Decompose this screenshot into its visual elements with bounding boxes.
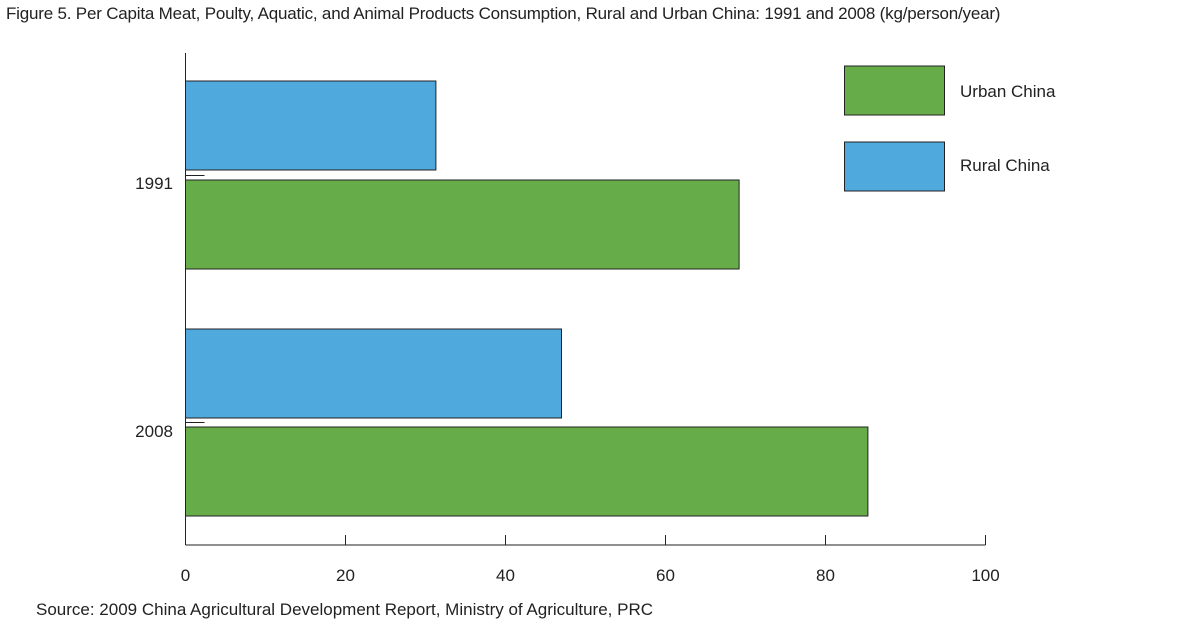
axes-group: 1991 2008 0 20 40 60 80 100 (135, 53, 1000, 585)
bars-group (185, 80, 869, 517)
bar-rural-2008 (185, 328, 562, 419)
legend: Urban China Rural China (844, 65, 1056, 192)
legend-swatch-urban-china (844, 65, 945, 116)
bar-rural-1991 (185, 80, 437, 171)
chart-title: Figure 5. Per Capita Meat, Poulty, Aquat… (6, 4, 1001, 23)
x-tick-label-60: 60 (656, 566, 675, 585)
legend-label-rural-china: Rural China (960, 156, 1050, 175)
x-tick-label-0: 0 (181, 566, 190, 585)
bar-urban-2008 (185, 426, 869, 517)
category-label-2008: 2008 (135, 422, 173, 441)
legend-swatch-rural-china (844, 141, 945, 192)
x-tick-label-20: 20 (336, 566, 355, 585)
x-tick-label-100: 100 (971, 566, 999, 585)
legend-label-urban-china: Urban China (960, 82, 1056, 101)
chart-source: Source: 2009 China Agricultural Developm… (36, 600, 654, 619)
bar-urban-1991 (185, 179, 740, 270)
x-tick-label-40: 40 (496, 566, 515, 585)
category-label-1991: 1991 (135, 174, 173, 193)
x-tick-label-80: 80 (816, 566, 835, 585)
